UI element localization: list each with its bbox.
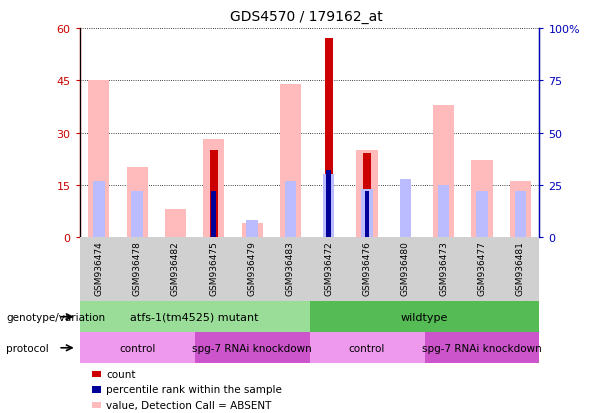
Text: GSM936474: GSM936474 (94, 241, 104, 295)
Text: value, Detection Call = ABSENT: value, Detection Call = ABSENT (106, 400, 272, 410)
Bar (310, 301, 539, 332)
Bar (386, 237, 424, 301)
Text: GDS4570 / 179162_at: GDS4570 / 179162_at (230, 10, 383, 24)
Bar (310, 332, 424, 363)
Text: genotype/variation: genotype/variation (6, 312, 105, 322)
Bar (80, 332, 195, 363)
Bar (433, 105, 454, 237)
Bar (424, 237, 463, 301)
Text: wildtype: wildtype (401, 312, 448, 322)
Text: control: control (119, 343, 155, 353)
Text: GSM936483: GSM936483 (286, 241, 295, 295)
Text: control: control (349, 343, 385, 353)
Text: GSM936478: GSM936478 (132, 241, 142, 295)
Bar (438, 185, 449, 237)
Text: GSM936477: GSM936477 (478, 241, 487, 295)
Bar (165, 210, 186, 237)
Text: GSM936479: GSM936479 (248, 241, 257, 295)
Bar (246, 221, 258, 237)
Bar (127, 168, 148, 237)
Bar (88, 81, 109, 237)
Bar (118, 237, 156, 301)
Text: protocol: protocol (6, 343, 49, 353)
Bar (156, 237, 195, 301)
Text: GSM936475: GSM936475 (209, 241, 218, 295)
Bar (424, 332, 539, 363)
Bar (400, 179, 411, 237)
Bar (211, 192, 216, 237)
Bar (80, 237, 118, 301)
Text: spg-7 RNAi knockdown: spg-7 RNAi knockdown (192, 343, 312, 353)
Text: GSM936480: GSM936480 (401, 241, 410, 295)
Bar (310, 237, 348, 301)
Bar (348, 237, 386, 301)
Bar (80, 301, 310, 332)
Text: spg-7 RNAi knockdown: spg-7 RNAi knockdown (422, 343, 542, 353)
Text: GSM936482: GSM936482 (171, 241, 180, 295)
Bar (510, 182, 531, 237)
Bar (210, 151, 218, 237)
Bar (131, 192, 143, 237)
Bar (284, 181, 296, 237)
Bar (324, 39, 333, 237)
Bar (471, 161, 492, 237)
Bar (365, 192, 369, 237)
Text: count: count (106, 369, 135, 379)
Bar (476, 192, 488, 237)
Bar (204, 140, 224, 237)
Text: GSM936472: GSM936472 (324, 241, 333, 295)
Bar (323, 175, 335, 237)
Bar (233, 237, 271, 301)
Text: GSM936481: GSM936481 (516, 241, 525, 295)
Bar (361, 190, 373, 237)
Bar (93, 181, 105, 237)
Bar (280, 85, 301, 237)
Bar (363, 154, 371, 237)
Bar (357, 151, 378, 237)
Bar (463, 237, 501, 301)
Bar (271, 237, 310, 301)
Text: atfs-1(tm4525) mutant: atfs-1(tm4525) mutant (131, 312, 259, 322)
Text: GSM936473: GSM936473 (439, 241, 448, 295)
Bar (514, 192, 526, 237)
Text: percentile rank within the sample: percentile rank within the sample (106, 385, 282, 394)
Bar (195, 332, 310, 363)
Bar (242, 223, 262, 237)
Bar (195, 237, 233, 301)
Bar (327, 171, 331, 237)
Text: GSM936476: GSM936476 (362, 241, 371, 295)
Bar (501, 237, 539, 301)
